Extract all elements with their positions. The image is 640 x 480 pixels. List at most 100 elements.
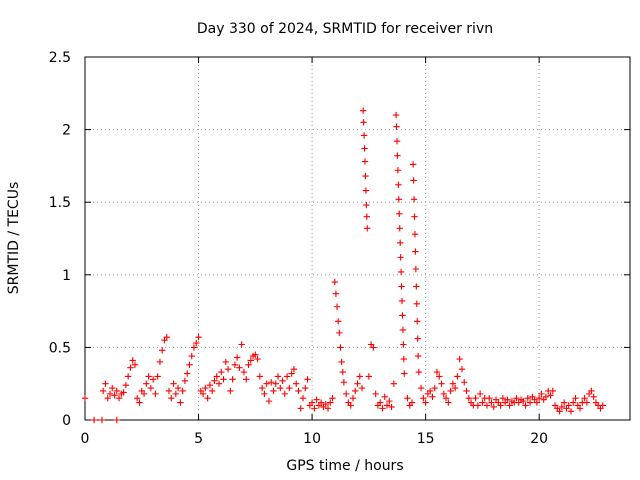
data-point <box>420 395 427 402</box>
data-point <box>372 390 379 398</box>
data-point <box>168 395 175 402</box>
data-point <box>454 373 461 380</box>
data-point <box>109 384 116 392</box>
data-point <box>186 361 193 369</box>
data-point <box>486 395 493 402</box>
data-point <box>247 357 254 364</box>
data-point <box>279 377 286 384</box>
data-point <box>265 397 273 405</box>
data-point <box>396 210 403 218</box>
data-point <box>324 405 332 412</box>
data-point <box>129 357 136 364</box>
data-point <box>472 395 479 402</box>
data-point <box>149 376 157 383</box>
data-point <box>524 395 532 402</box>
data-point <box>364 225 371 232</box>
data-point <box>177 399 184 406</box>
data-point <box>363 201 370 209</box>
data-point <box>358 384 366 392</box>
data-point <box>567 408 575 415</box>
data-point <box>362 187 370 194</box>
data-point <box>456 355 463 363</box>
data-point <box>404 395 411 402</box>
data-point <box>113 416 120 424</box>
data-point <box>488 399 495 406</box>
data-point <box>288 370 295 377</box>
data-point <box>399 326 407 334</box>
data-point <box>414 352 422 360</box>
data-point <box>396 225 403 232</box>
data-point <box>433 368 441 376</box>
data-point <box>156 358 164 366</box>
x-tick-label: 5 <box>194 431 203 447</box>
data-point <box>393 138 401 145</box>
data-point <box>220 376 227 383</box>
data-point <box>504 396 511 403</box>
data-point <box>342 390 350 398</box>
data-point <box>436 373 443 380</box>
data-point <box>143 380 150 387</box>
data-point <box>377 399 384 406</box>
data-point <box>304 376 311 383</box>
data-point <box>408 399 416 406</box>
data-point <box>383 402 391 409</box>
data-point <box>313 396 320 403</box>
data-point <box>411 213 418 220</box>
data-point <box>415 368 423 376</box>
data-point <box>394 152 401 159</box>
data-point <box>411 230 419 238</box>
data-point <box>340 379 348 386</box>
data-point <box>412 248 419 255</box>
grid-lines <box>85 57 630 420</box>
data-point <box>206 381 214 389</box>
data-point <box>281 390 289 398</box>
data-point <box>238 341 245 348</box>
data-point <box>172 390 180 398</box>
data-point <box>354 380 361 387</box>
data-point <box>104 395 111 402</box>
data-point <box>243 376 250 383</box>
x-tick-label: 15 <box>417 431 435 447</box>
data-point <box>409 161 417 168</box>
data-point <box>347 402 354 409</box>
data-point <box>170 380 177 387</box>
data-point <box>311 405 318 412</box>
data-point <box>395 181 402 188</box>
data-point <box>145 373 152 380</box>
data-point <box>215 380 223 387</box>
data-point <box>392 111 400 119</box>
data-point <box>445 399 452 406</box>
data-point <box>122 381 130 389</box>
data-point <box>147 384 155 392</box>
data-point <box>236 364 243 371</box>
data-point <box>449 380 457 387</box>
y-tick-label: 0 <box>62 413 71 429</box>
data-point <box>429 393 436 400</box>
data-point <box>497 402 504 409</box>
data-point <box>334 318 342 325</box>
data-point <box>195 334 202 341</box>
data-point <box>295 387 302 395</box>
data-point <box>292 380 300 387</box>
data-point <box>499 395 507 402</box>
chart-title: Day 330 of 2024, SRMTID for receiver riv… <box>197 21 493 37</box>
data-point <box>542 393 550 400</box>
data-point <box>426 387 434 395</box>
data-point <box>410 177 417 184</box>
data-point <box>400 355 408 363</box>
data-point <box>188 352 195 360</box>
data-point <box>410 196 418 203</box>
data-point <box>331 278 338 286</box>
data-point <box>476 390 484 398</box>
y-tick-label: 1.5 <box>49 195 71 211</box>
data-point <box>222 358 229 366</box>
data-point <box>159 347 166 354</box>
data-point <box>388 403 395 411</box>
data-point <box>231 361 239 369</box>
data-point <box>442 395 450 402</box>
data-point <box>277 384 284 392</box>
data-point <box>333 303 341 310</box>
data-point <box>398 297 406 305</box>
data-point <box>113 387 120 395</box>
data-point <box>332 290 340 297</box>
